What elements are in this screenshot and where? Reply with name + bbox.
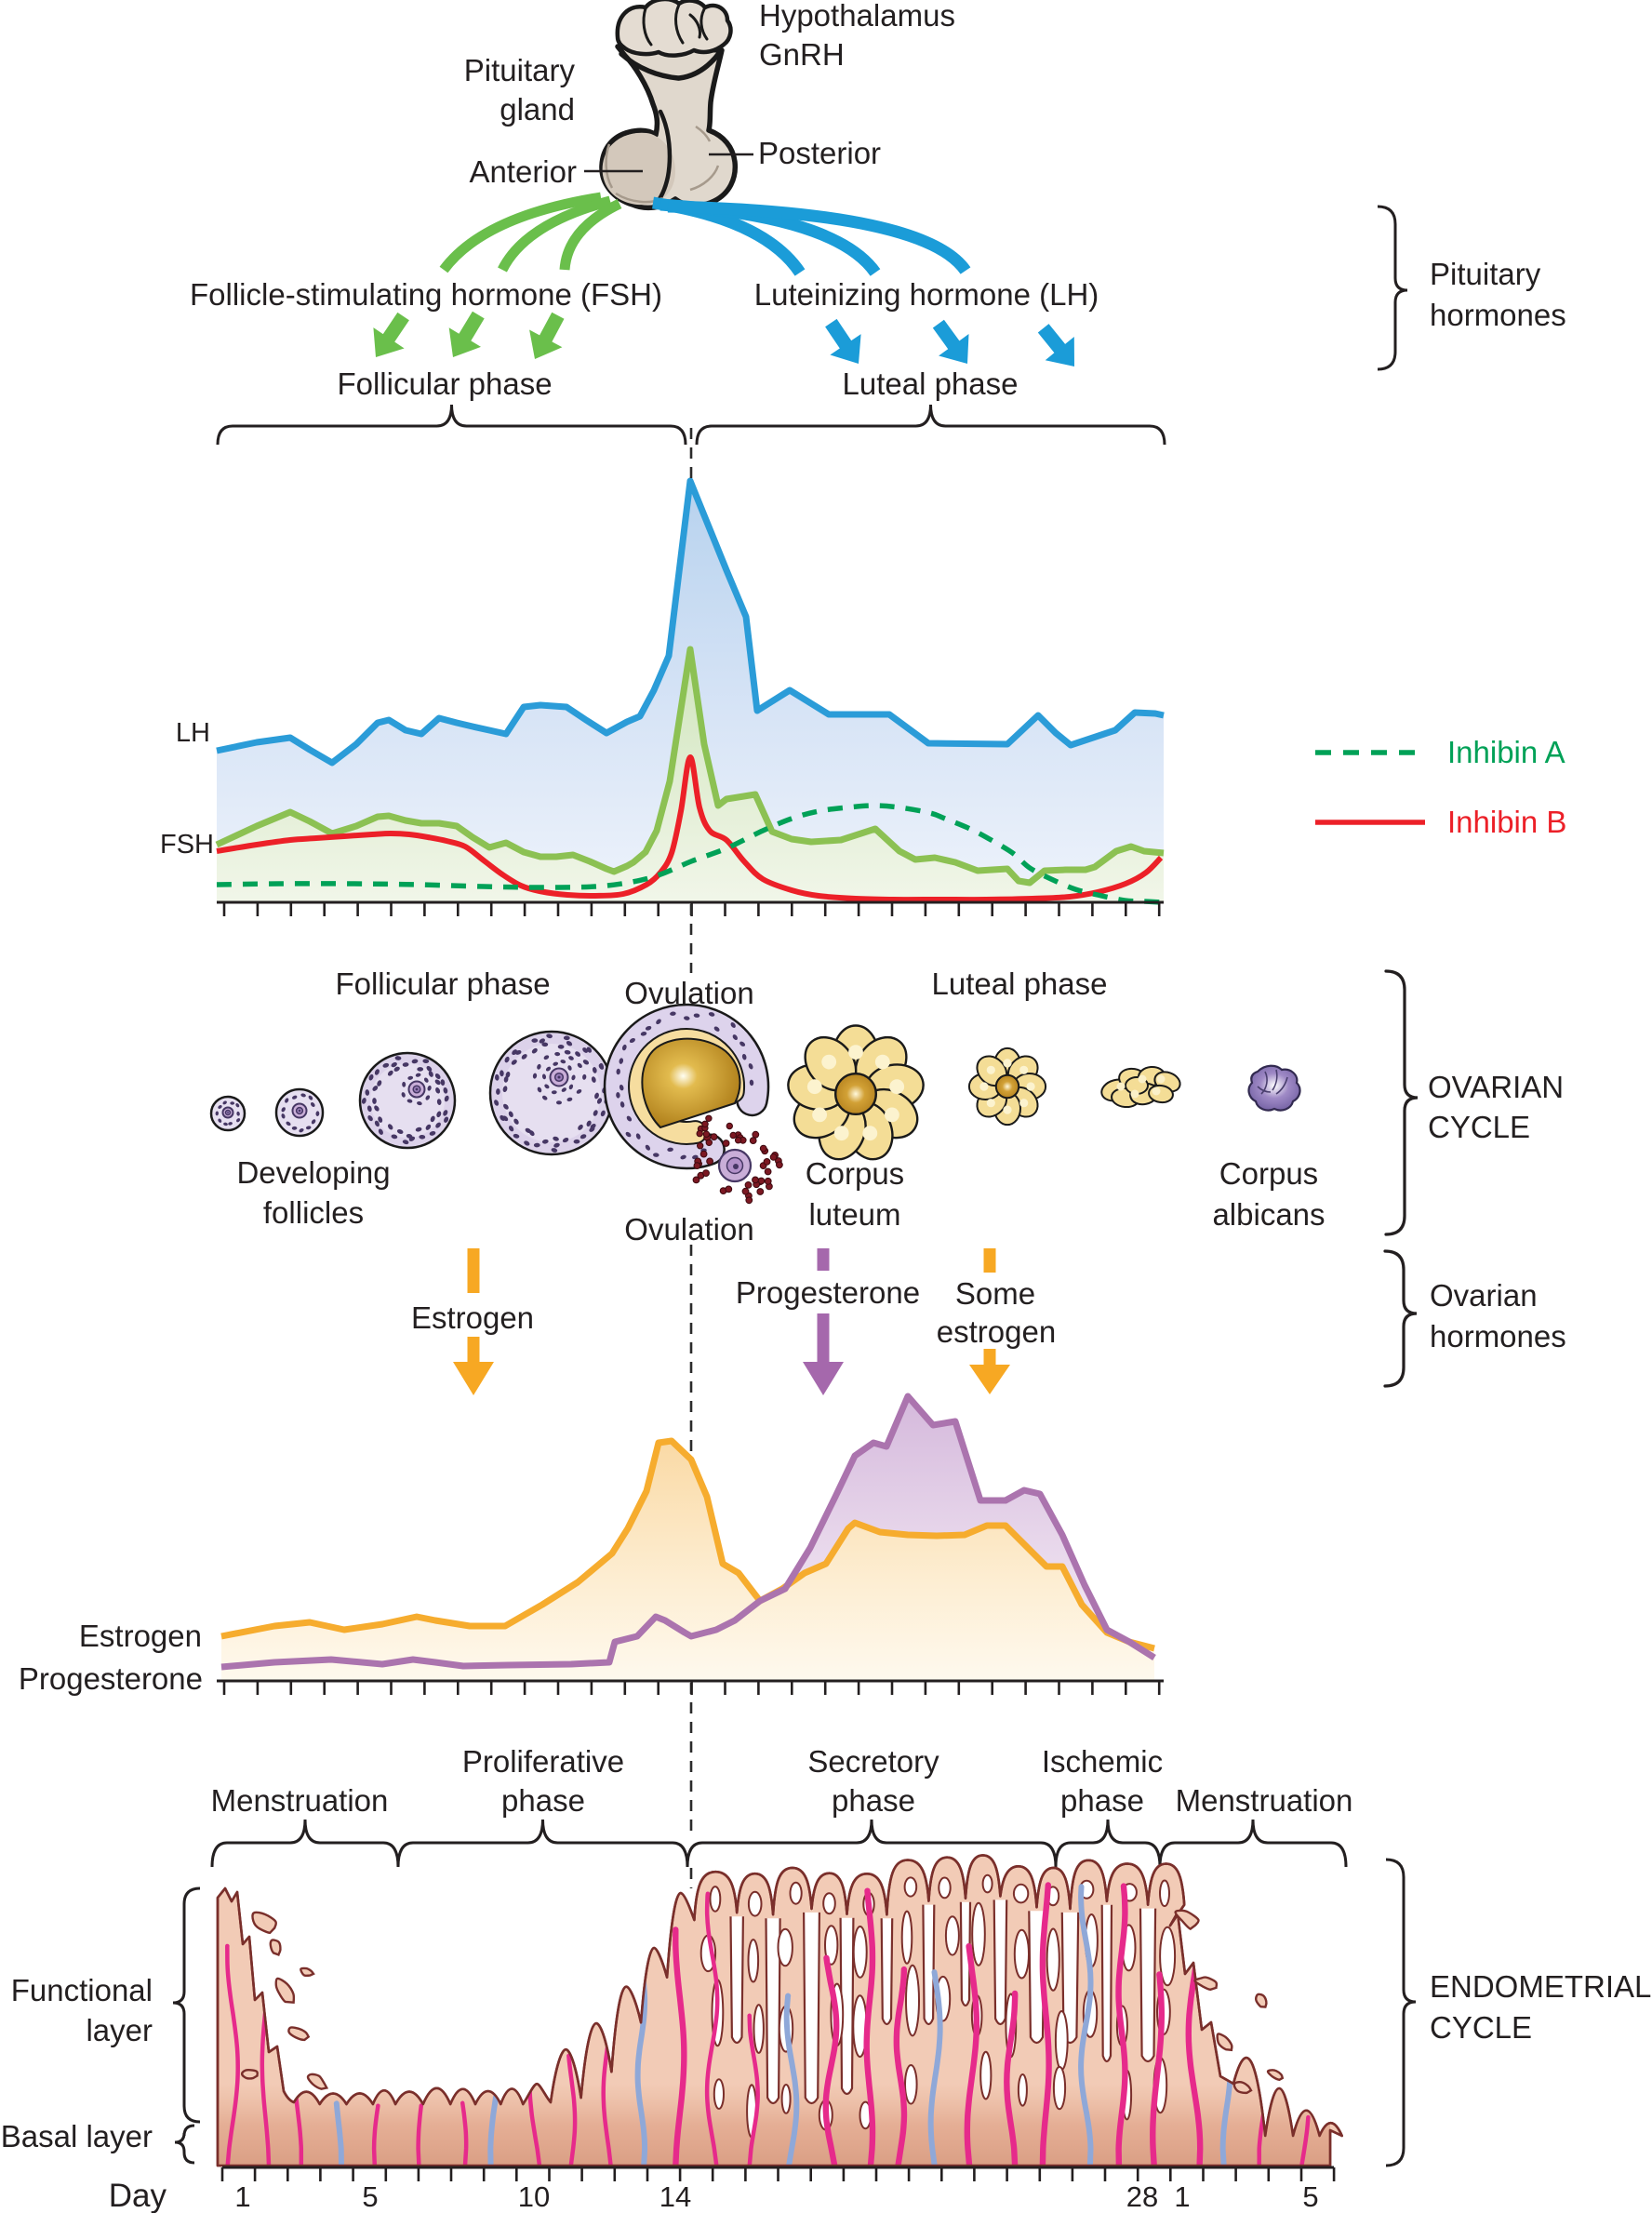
svg-text:Follicular phase: Follicular phase: [335, 967, 550, 1001]
svg-text:Follicle-stimulating hormone (: Follicle-stimulating hormone (FSH): [190, 277, 662, 312]
svg-text:CYCLE: CYCLE: [1428, 1110, 1530, 1144]
svg-text:OVARIAN: OVARIAN: [1428, 1070, 1564, 1104]
svg-text:Secretory: Secretory: [807, 1744, 939, 1779]
svg-text:Menstruation: Menstruation: [1176, 1783, 1353, 1818]
svg-text:hormones: hormones: [1430, 298, 1566, 332]
svg-text:Estrogen: Estrogen: [411, 1300, 534, 1335]
svg-text:phase: phase: [501, 1783, 585, 1818]
svg-text:Developing: Developing: [236, 1155, 390, 1190]
svg-text:Estrogen: Estrogen: [79, 1619, 202, 1653]
svg-text:Follicular phase: Follicular phase: [337, 367, 552, 401]
svg-text:Hypothalamus: Hypothalamus: [759, 0, 955, 33]
svg-text:Inhibin A: Inhibin A: [1447, 735, 1565, 769]
svg-text:layer: layer: [86, 2013, 153, 2047]
svg-text:Luteinizing hormone (LH): Luteinizing hormone (LH): [754, 277, 1099, 312]
svg-text:estrogen: estrogen: [937, 1314, 1056, 1349]
svg-text:1: 1: [234, 2180, 250, 2213]
svg-text:Day: Day: [109, 2178, 167, 2213]
svg-text:Some: Some: [955, 1276, 1035, 1311]
svg-text:phase: phase: [832, 1783, 915, 1818]
svg-text:Progesterone: Progesterone: [19, 1661, 203, 1696]
svg-text:Luteal phase: Luteal phase: [932, 967, 1108, 1001]
svg-text:FSH: FSH: [160, 830, 214, 860]
svg-text:Proliferative: Proliferative: [462, 1744, 624, 1779]
svg-text:Inhibin B: Inhibin B: [1447, 805, 1566, 839]
svg-text:GnRH: GnRH: [759, 37, 845, 72]
svg-text:Pituitary: Pituitary: [464, 53, 576, 87]
svg-text:Posterior: Posterior: [758, 136, 881, 170]
svg-text:1: 1: [1174, 2180, 1190, 2213]
svg-text:Ischemic: Ischemic: [1042, 1744, 1163, 1779]
svg-text:gland: gland: [500, 92, 575, 127]
svg-text:luteum: luteum: [808, 1197, 900, 1232]
svg-text:Progesterone: Progesterone: [736, 1275, 920, 1310]
svg-text:Corpus: Corpus: [1219, 1156, 1318, 1191]
svg-text:Luteal phase: Luteal phase: [843, 367, 1019, 401]
svg-text:ENDOMETRIAL: ENDOMETRIAL: [1430, 1969, 1651, 2004]
svg-text:5: 5: [1302, 2180, 1318, 2213]
svg-text:follicles: follicles: [263, 1195, 364, 1230]
svg-text:Basal layer: Basal layer: [1, 2119, 153, 2153]
svg-text:hormones: hormones: [1430, 1319, 1566, 1353]
svg-text:5: 5: [362, 2180, 378, 2213]
svg-text:phase: phase: [1060, 1783, 1144, 1818]
svg-text:Ovulation: Ovulation: [624, 976, 753, 1010]
svg-text:Anterior: Anterior: [469, 154, 577, 189]
svg-text:Functional: Functional: [11, 1973, 153, 2007]
svg-text:CYCLE: CYCLE: [1430, 2010, 1532, 2045]
svg-text:14: 14: [659, 2180, 691, 2213]
svg-text:albicans: albicans: [1212, 1197, 1325, 1232]
svg-text:Ovulation: Ovulation: [624, 1212, 753, 1246]
svg-text:LH: LH: [176, 718, 210, 748]
svg-text:10: 10: [518, 2180, 550, 2213]
svg-text:Pituitary: Pituitary: [1430, 257, 1541, 291]
svg-text:Ovarian: Ovarian: [1430, 1278, 1538, 1313]
svg-text:28: 28: [1126, 2180, 1158, 2213]
svg-text:Menstruation: Menstruation: [211, 1783, 389, 1818]
svg-text:Corpus: Corpus: [806, 1156, 904, 1191]
